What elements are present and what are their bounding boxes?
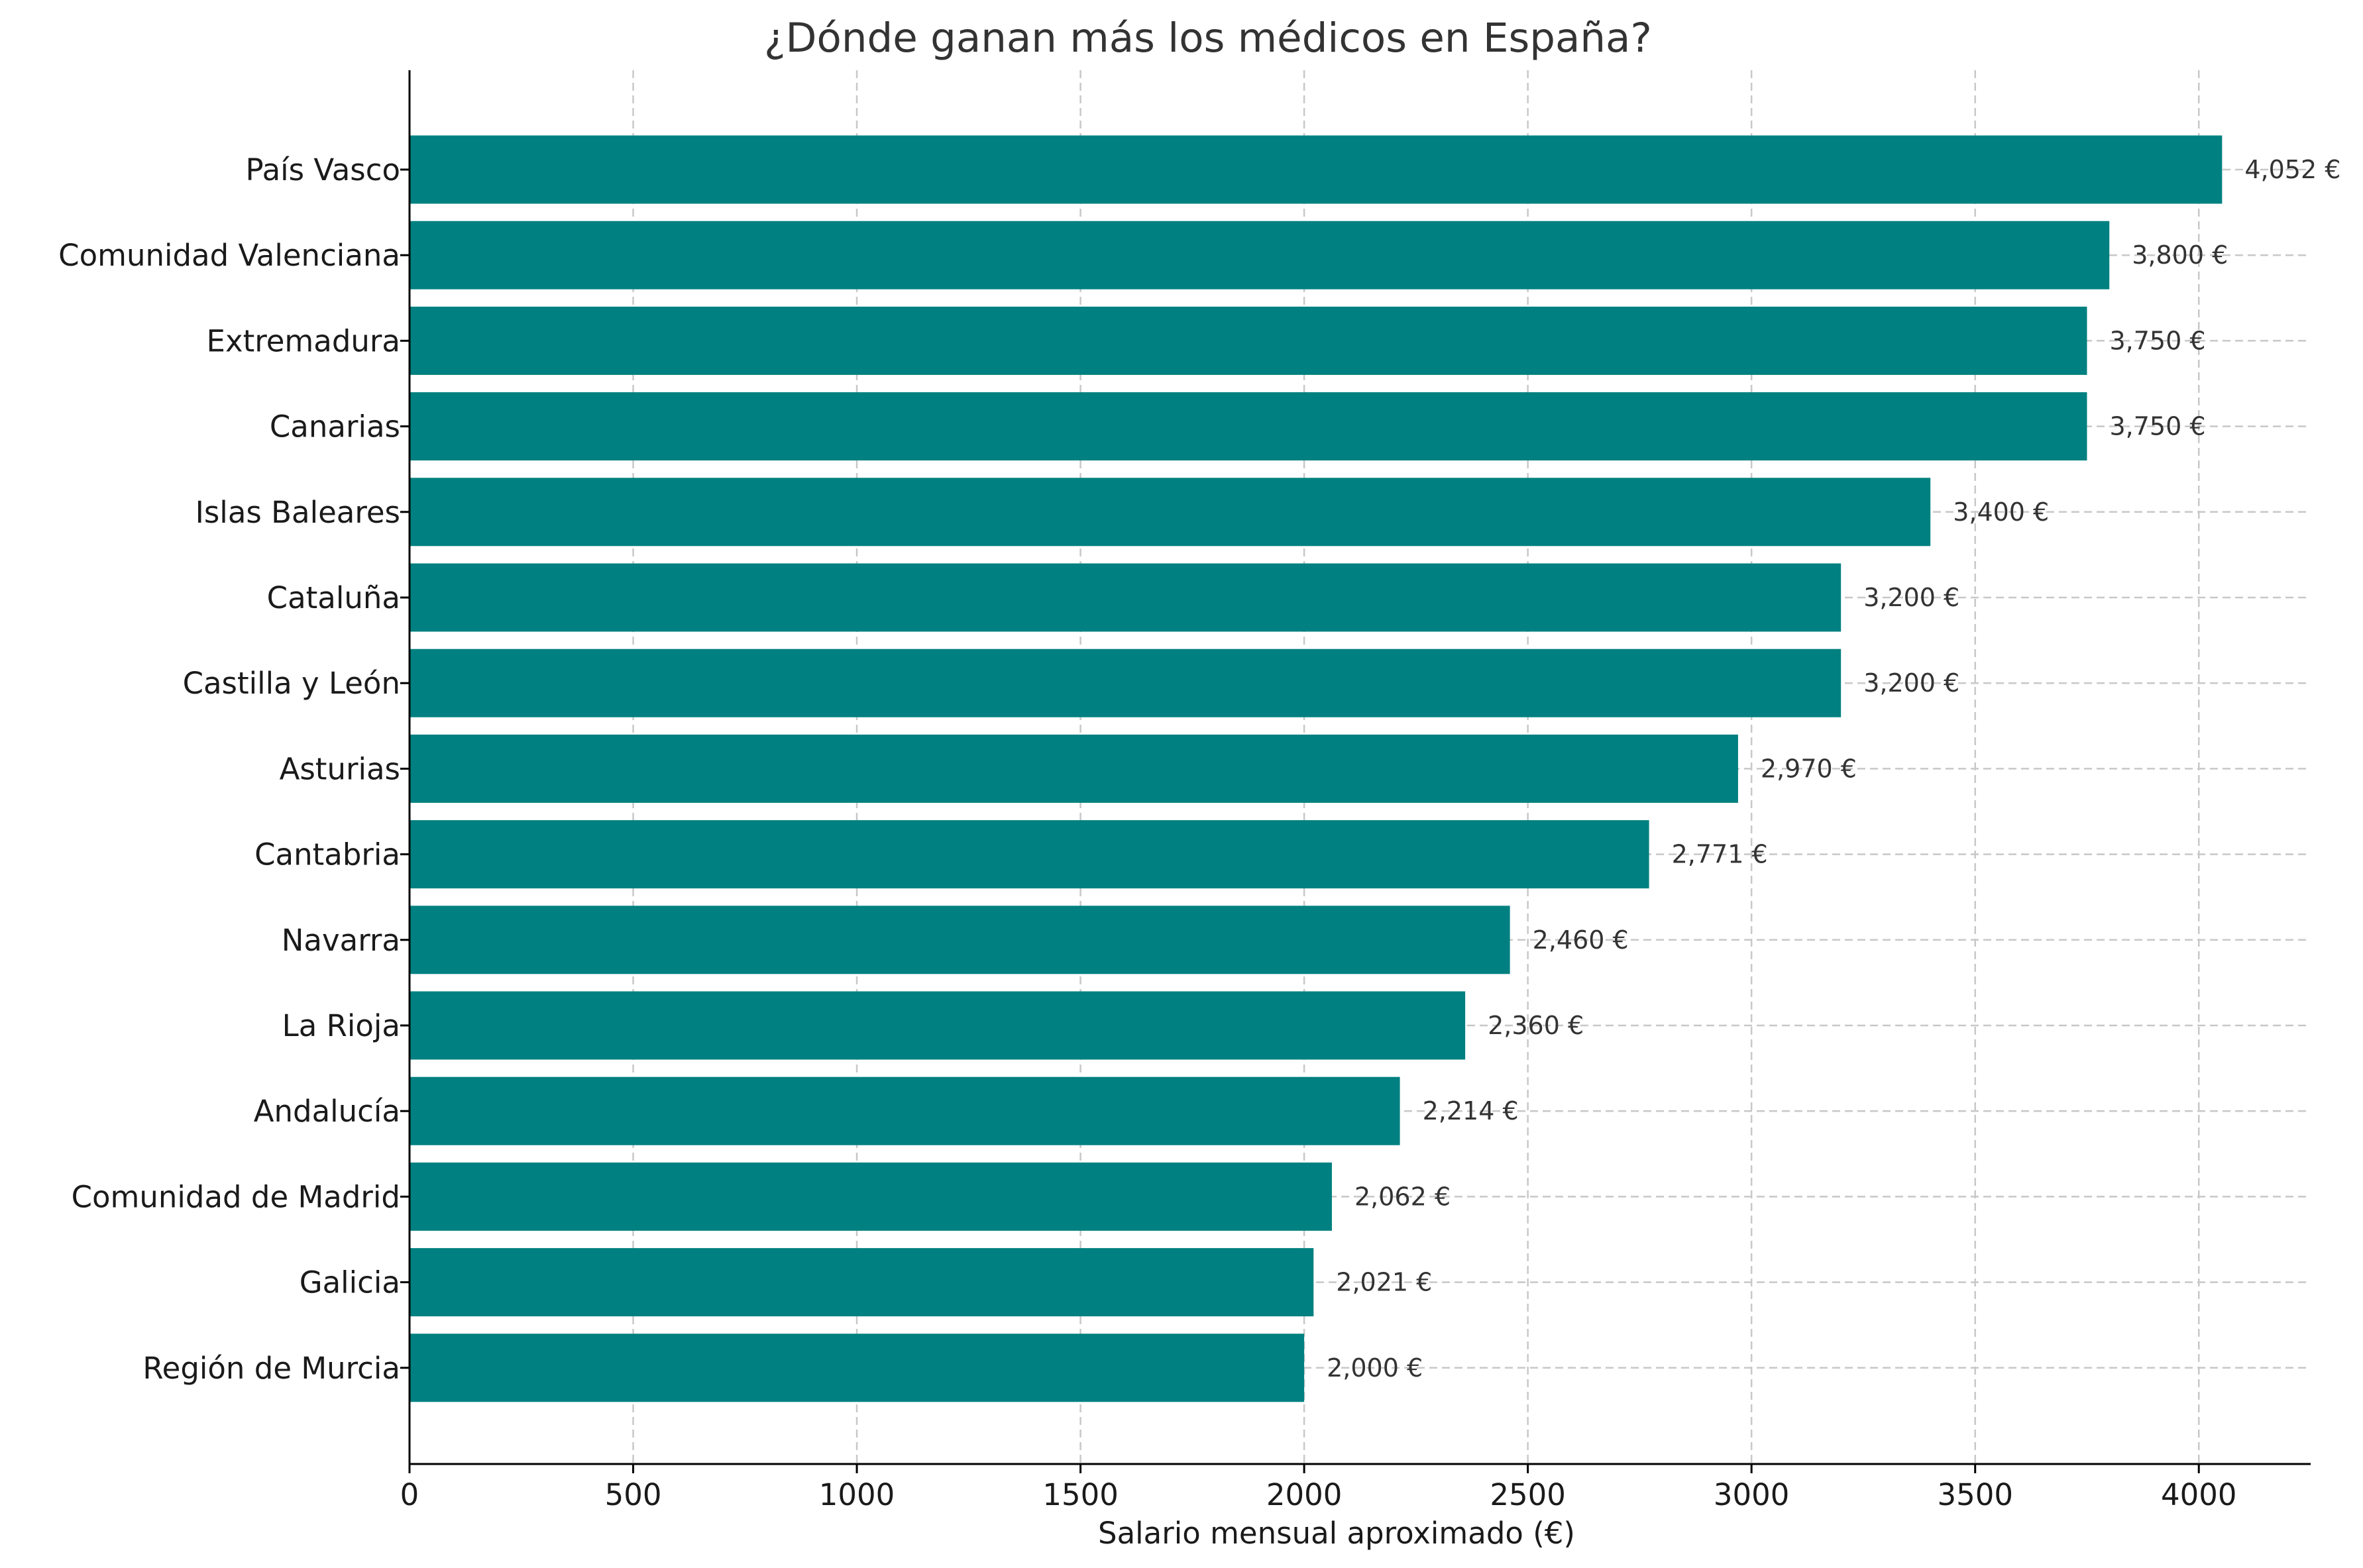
bar-8 <box>410 820 1649 889</box>
value-label-4: 3,400 € <box>1953 497 2049 527</box>
category-label-0: País Vasco <box>245 152 400 187</box>
value-label-12: 2,062 € <box>1354 1182 1451 1211</box>
category-label-9: Navarra <box>282 923 400 958</box>
bar-0 <box>410 135 2223 204</box>
value-label-0: 4,052 € <box>2244 155 2340 184</box>
bar-13 <box>410 1248 1314 1317</box>
category-label-2: Extremadura <box>207 323 400 358</box>
category-label-4: Islas Baleares <box>195 495 400 530</box>
category-label-6: Castilla y León <box>183 666 400 701</box>
x-tick-label-1: 500 <box>605 1477 662 1512</box>
chart-title: ¿Dónde ganan más los médicos en España? <box>764 15 1652 62</box>
value-label-6: 3,200 € <box>1863 668 1959 698</box>
value-label-3: 3,750 € <box>2109 412 2205 441</box>
bar-6 <box>410 649 1841 717</box>
bar-5 <box>410 563 1841 632</box>
category-label-10: La Rioja <box>282 1008 400 1043</box>
category-label-3: Canarias <box>270 409 400 444</box>
bar-9 <box>410 906 1510 974</box>
x-axis-ticks: 0 500 1000 1500 2000 2500 3000 3500 4000 <box>400 1464 2237 1512</box>
value-label-1: 3,800 € <box>2132 240 2228 270</box>
x-tick-label-4: 2000 <box>1266 1477 1343 1512</box>
x-tick-label-8: 4000 <box>2161 1477 2237 1512</box>
x-tick-label-3: 1500 <box>1042 1477 1119 1512</box>
bar-14 <box>410 1333 1305 1402</box>
bar-4 <box>410 478 1931 547</box>
bar-1 <box>410 221 2110 289</box>
category-label-8: Cantabria <box>254 837 400 872</box>
bar-7 <box>410 734 1738 803</box>
category-label-12: Comunidad de Madrid <box>72 1179 400 1214</box>
x-tick-label-0: 0 <box>400 1477 419 1512</box>
category-label-11: Andalucía <box>254 1094 400 1129</box>
x-axis-label: Salario mensual aproximado (€) <box>1098 1516 1575 1551</box>
bar-3 <box>410 392 2087 461</box>
bar-11 <box>410 1076 1400 1145</box>
category-label-13: Galicia <box>300 1265 400 1300</box>
x-tick-label-7: 3500 <box>1937 1477 2013 1512</box>
category-label-14: Región de Murcia <box>142 1351 400 1386</box>
bar-2 <box>410 306 2087 375</box>
value-label-9: 2,460 € <box>1533 925 1629 955</box>
category-label-1: Comunidad Valenciana <box>58 238 400 273</box>
value-label-13: 2,021 € <box>1336 1268 1432 1297</box>
bar-12 <box>410 1162 1332 1231</box>
x-tick-label-5: 2500 <box>1490 1477 1566 1512</box>
value-label-2: 3,750 € <box>2109 326 2205 355</box>
value-label-8: 2,771 € <box>1672 840 1768 869</box>
value-label-10: 2,360 € <box>1488 1011 1584 1040</box>
value-label-14: 2,000 € <box>1327 1353 1423 1383</box>
x-tick-label-6: 3000 <box>1714 1477 1790 1512</box>
value-labels: 4,052 € 3,800 € 3,750 € 3,750 € 3,400 € 3,200… <box>1327 155 2340 1383</box>
category-label-7: Asturias <box>280 751 400 786</box>
value-label-7: 2,970 € <box>1761 754 1857 783</box>
value-label-5: 3,200 € <box>1863 583 1959 612</box>
category-label-5: Cataluña <box>267 580 400 615</box>
bars <box>410 135 2223 1402</box>
category-labels: País Vasco Comunidad Valenciana Extremadur… <box>58 152 410 1386</box>
value-label-11: 2,214 € <box>1423 1096 1519 1125</box>
bar-10 <box>410 991 1466 1060</box>
x-tick-label-2: 1000 <box>819 1477 895 1512</box>
